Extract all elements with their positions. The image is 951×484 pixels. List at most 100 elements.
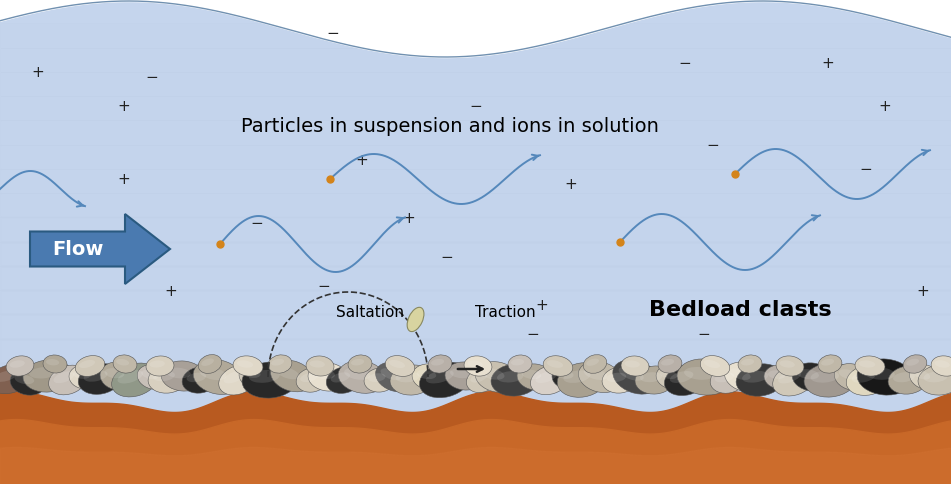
Ellipse shape <box>351 359 364 366</box>
Ellipse shape <box>547 361 563 368</box>
Text: Saltation: Saltation <box>336 304 404 319</box>
Ellipse shape <box>313 369 335 379</box>
Ellipse shape <box>53 372 74 383</box>
Ellipse shape <box>243 362 298 398</box>
Text: −: − <box>469 99 482 114</box>
Ellipse shape <box>113 355 137 373</box>
Ellipse shape <box>0 364 31 394</box>
Ellipse shape <box>202 359 214 366</box>
Ellipse shape <box>344 368 370 380</box>
Ellipse shape <box>741 359 754 366</box>
Text: Flow: Flow <box>51 240 104 259</box>
Ellipse shape <box>888 366 928 394</box>
Ellipse shape <box>326 367 361 393</box>
Ellipse shape <box>543 356 573 377</box>
Ellipse shape <box>531 365 570 395</box>
Ellipse shape <box>846 365 890 395</box>
Ellipse shape <box>348 355 372 373</box>
Ellipse shape <box>491 364 539 396</box>
Ellipse shape <box>511 359 524 365</box>
Polygon shape <box>30 214 170 285</box>
Ellipse shape <box>43 355 67 373</box>
Ellipse shape <box>864 367 895 380</box>
Ellipse shape <box>621 356 649 376</box>
Ellipse shape <box>725 363 764 392</box>
Ellipse shape <box>852 372 876 383</box>
Ellipse shape <box>243 369 261 378</box>
Ellipse shape <box>906 359 919 366</box>
Ellipse shape <box>137 365 168 390</box>
Ellipse shape <box>376 363 415 392</box>
Ellipse shape <box>810 371 839 383</box>
Text: +: + <box>355 152 368 167</box>
Ellipse shape <box>742 371 768 383</box>
Ellipse shape <box>116 359 129 366</box>
Ellipse shape <box>768 371 786 379</box>
Ellipse shape <box>738 355 762 373</box>
Ellipse shape <box>923 372 947 382</box>
Ellipse shape <box>619 367 644 381</box>
Text: −: − <box>526 327 539 341</box>
Ellipse shape <box>893 372 915 382</box>
Ellipse shape <box>471 373 487 383</box>
Ellipse shape <box>563 371 591 383</box>
Ellipse shape <box>428 355 452 373</box>
Ellipse shape <box>308 363 348 391</box>
Ellipse shape <box>239 364 271 388</box>
Ellipse shape <box>656 365 688 389</box>
Ellipse shape <box>10 369 46 395</box>
Ellipse shape <box>773 364 815 396</box>
Ellipse shape <box>186 373 206 382</box>
Ellipse shape <box>417 370 437 379</box>
Text: +: + <box>564 177 577 191</box>
Ellipse shape <box>380 368 401 380</box>
Ellipse shape <box>233 356 262 377</box>
Ellipse shape <box>857 359 913 395</box>
Ellipse shape <box>268 355 292 373</box>
Ellipse shape <box>193 360 243 394</box>
Ellipse shape <box>714 373 734 382</box>
Ellipse shape <box>464 356 492 377</box>
Ellipse shape <box>10 361 25 368</box>
Ellipse shape <box>918 365 951 395</box>
Ellipse shape <box>79 360 95 368</box>
Ellipse shape <box>75 356 105 377</box>
Ellipse shape <box>736 364 784 396</box>
Ellipse shape <box>306 356 334 376</box>
Ellipse shape <box>149 361 165 368</box>
Ellipse shape <box>670 371 693 383</box>
Ellipse shape <box>142 370 159 379</box>
Ellipse shape <box>704 360 720 368</box>
Ellipse shape <box>419 363 471 398</box>
Text: −: − <box>317 278 330 293</box>
Ellipse shape <box>855 356 885 376</box>
Ellipse shape <box>839 370 858 380</box>
Ellipse shape <box>578 362 622 393</box>
Ellipse shape <box>635 366 675 394</box>
Ellipse shape <box>521 370 541 379</box>
Text: +: + <box>117 172 130 186</box>
Text: +: + <box>402 211 416 225</box>
Text: +: + <box>821 56 834 70</box>
Text: −: − <box>678 56 691 70</box>
Text: −: − <box>697 327 710 341</box>
Ellipse shape <box>431 359 444 366</box>
Ellipse shape <box>412 364 448 390</box>
Ellipse shape <box>153 371 175 381</box>
Ellipse shape <box>658 355 682 373</box>
Ellipse shape <box>535 372 556 383</box>
Ellipse shape <box>105 368 125 378</box>
Text: +: + <box>535 298 549 312</box>
Ellipse shape <box>29 367 57 378</box>
Ellipse shape <box>665 364 708 396</box>
Ellipse shape <box>684 367 715 380</box>
Text: −: − <box>707 138 720 152</box>
Ellipse shape <box>69 365 101 389</box>
Ellipse shape <box>148 365 188 393</box>
Ellipse shape <box>612 360 659 394</box>
Ellipse shape <box>166 368 190 378</box>
Ellipse shape <box>625 361 640 368</box>
Ellipse shape <box>640 373 662 382</box>
Ellipse shape <box>100 362 136 390</box>
Ellipse shape <box>396 372 419 382</box>
